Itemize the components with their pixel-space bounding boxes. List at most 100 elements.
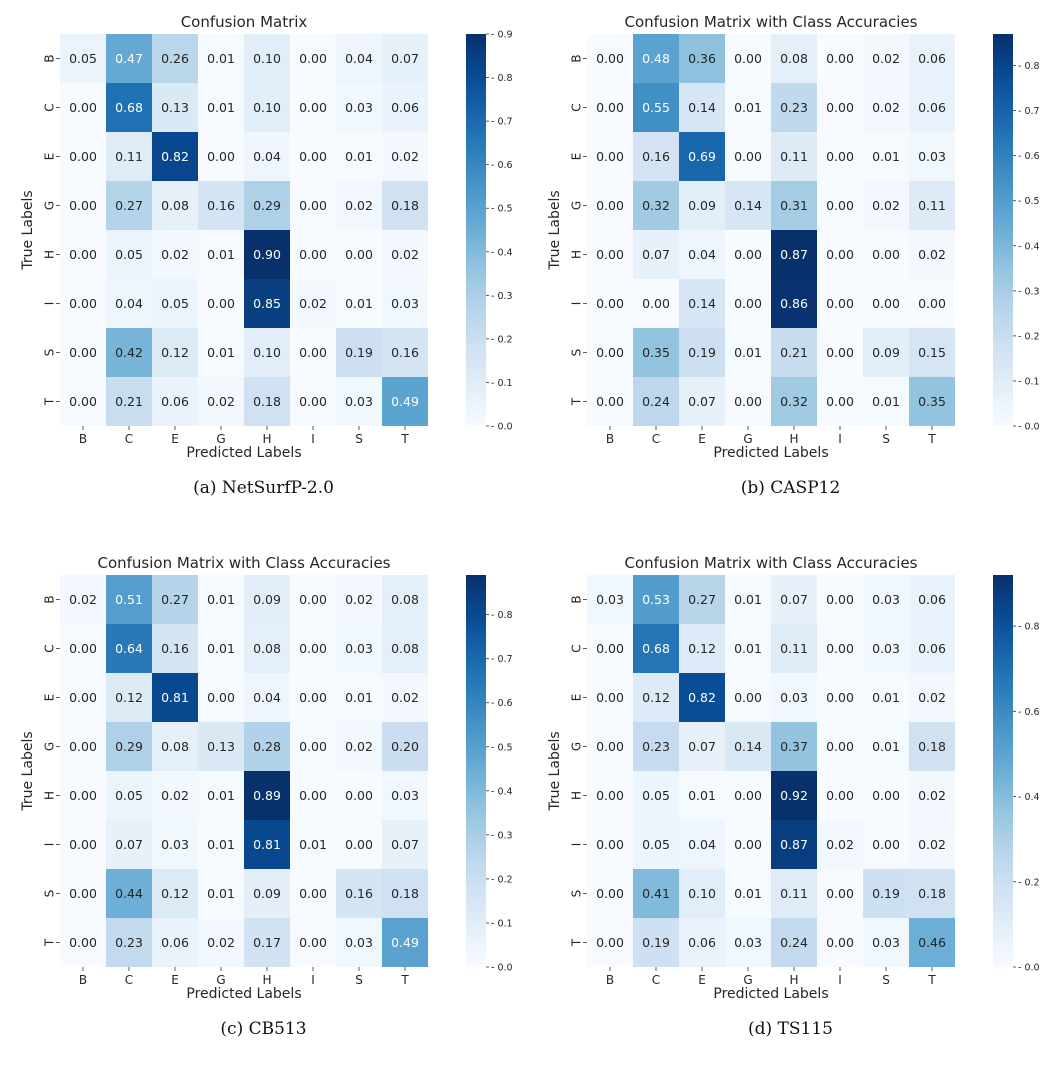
x-tick-label: E [171, 432, 179, 446]
y-tick-label: C [43, 103, 57, 111]
heatmap-cell [587, 575, 633, 624]
heatmap-cell [633, 83, 679, 132]
cell-value-label: 0.10 [253, 51, 281, 66]
heatmap-cell [679, 34, 725, 83]
heatmap-cell [771, 83, 817, 132]
heatmap-cell [863, 771, 909, 820]
cell-value-label: 0.01 [872, 739, 900, 754]
colorbar-tick-label: - 0.6 [491, 698, 513, 709]
x-tick-label: T [927, 973, 936, 987]
heatmap-cell [909, 722, 955, 771]
cell-value-label: 0.01 [207, 51, 235, 66]
cell-value-label: 0.48 [642, 51, 670, 66]
heatmap-cell [725, 722, 771, 771]
y-tick-label: G [570, 201, 584, 210]
cell-value-label: 0.00 [734, 788, 762, 803]
cell-value-label: 0.07 [391, 837, 419, 852]
heatmap-cell [244, 624, 290, 673]
panel-cb513: Confusion Matrix with Class Accuracies 0.… [0, 541, 527, 1083]
heatmap-cell [382, 624, 428, 673]
heatmap-cell [725, 869, 771, 918]
colorbar-tick-label: - 0.9 [491, 30, 513, 41]
cell-value-label: 0.49 [391, 935, 419, 950]
caption-netsurfp: (a) NetSurfP-2.0 [193, 478, 334, 498]
cell-value-label: 0.42 [115, 345, 143, 360]
caption-casp12: (b) CASP12 [740, 478, 841, 498]
colorbar-tick-label: - 0.1 [491, 918, 513, 929]
heatmap-cell [725, 673, 771, 722]
heatmap-cell [771, 575, 817, 624]
cell-value-label: 0.00 [596, 100, 624, 115]
heatmap-cell [909, 34, 955, 83]
x-tick-label: S [355, 973, 363, 987]
heatmap-cell [863, 673, 909, 722]
heatmap-cell [336, 83, 382, 132]
cell-value-label: 0.01 [207, 886, 235, 901]
heatmap-cell [863, 181, 909, 230]
cell-value-label: 0.00 [826, 247, 854, 262]
heatmap-cell [909, 624, 955, 673]
cell-value-label: 0.01 [299, 837, 327, 852]
cell-value-label: 0.01 [734, 592, 762, 607]
cell-value-label: 0.00 [872, 788, 900, 803]
y-tick-label: G [43, 742, 57, 751]
cell-value-label: 0.00 [734, 690, 762, 705]
cell-value-label: 0.02 [207, 935, 235, 950]
colorbar-tick-label: - 0.7 [491, 117, 513, 128]
heatmap-cell [244, 328, 290, 377]
y-tick-label: C [570, 103, 584, 111]
x-tick-label: B [79, 432, 87, 446]
colorbar-tick-label: - 0.3 [491, 830, 513, 841]
heatmap-cell [633, 377, 679, 426]
cell-value-label: 0.01 [345, 296, 373, 311]
cell-value-label: 0.00 [299, 247, 327, 262]
chart-title: Confusion Matrix with Class Accuracies [624, 13, 917, 31]
cell-value-label: 0.00 [299, 100, 327, 115]
cell-value-label: 0.00 [596, 739, 624, 754]
heatmap-cell [290, 132, 336, 181]
cell-value-label: 0.19 [688, 345, 716, 360]
cell-value-label: 0.03 [345, 641, 373, 656]
cell-value-label: 0.07 [115, 837, 143, 852]
heatmap-cell [863, 34, 909, 83]
heatmap-cell [336, 869, 382, 918]
heatmap-cell [863, 820, 909, 869]
cell-value-label: 0.87 [780, 837, 808, 852]
heatmap-cell [382, 869, 428, 918]
caption-cb513: (c) CB513 [220, 1019, 307, 1039]
heatmap-cell [633, 918, 679, 967]
heatmap-cell [198, 279, 244, 328]
cell-value-label: 0.03 [391, 788, 419, 803]
y-tick-label: S [570, 349, 584, 357]
heatmap-cell [60, 34, 106, 83]
cell-value-label: 0.00 [596, 198, 624, 213]
heatmap-cell [198, 328, 244, 377]
cell-value-label: 0.00 [596, 690, 624, 705]
cell-value-label: 0.19 [345, 345, 373, 360]
heatmap-cell [679, 328, 725, 377]
heatmap-cell [60, 279, 106, 328]
heatmap-cell [60, 328, 106, 377]
y-tick-label: I [43, 843, 57, 847]
heatmap-cell [633, 673, 679, 722]
cell-value-label: 0.02 [207, 394, 235, 409]
x-axis-label: Predicted Labels [713, 445, 828, 461]
cell-value-label: 0.17 [253, 935, 281, 950]
heatmap-cell [679, 918, 725, 967]
cell-value-label: 0.10 [253, 345, 281, 360]
cell-value-label: 0.00 [826, 739, 854, 754]
x-tick-label: S [355, 432, 363, 446]
heatmap-cell [863, 279, 909, 328]
heatmap-cell [244, 132, 290, 181]
cell-value-label: 0.00 [69, 641, 97, 656]
cell-value-label: 0.16 [642, 149, 670, 164]
y-tick-label: H [570, 250, 584, 259]
heatmap-cell [336, 230, 382, 279]
heatmap-cell [633, 820, 679, 869]
heatmap-cell [909, 820, 955, 869]
heatmap-cell [198, 918, 244, 967]
cell-value-label: 0.07 [688, 394, 716, 409]
colorbar-tick-label: - 0.6 [1018, 707, 1040, 718]
heatmap-cell [106, 83, 152, 132]
cell-value-label: 0.01 [207, 100, 235, 115]
